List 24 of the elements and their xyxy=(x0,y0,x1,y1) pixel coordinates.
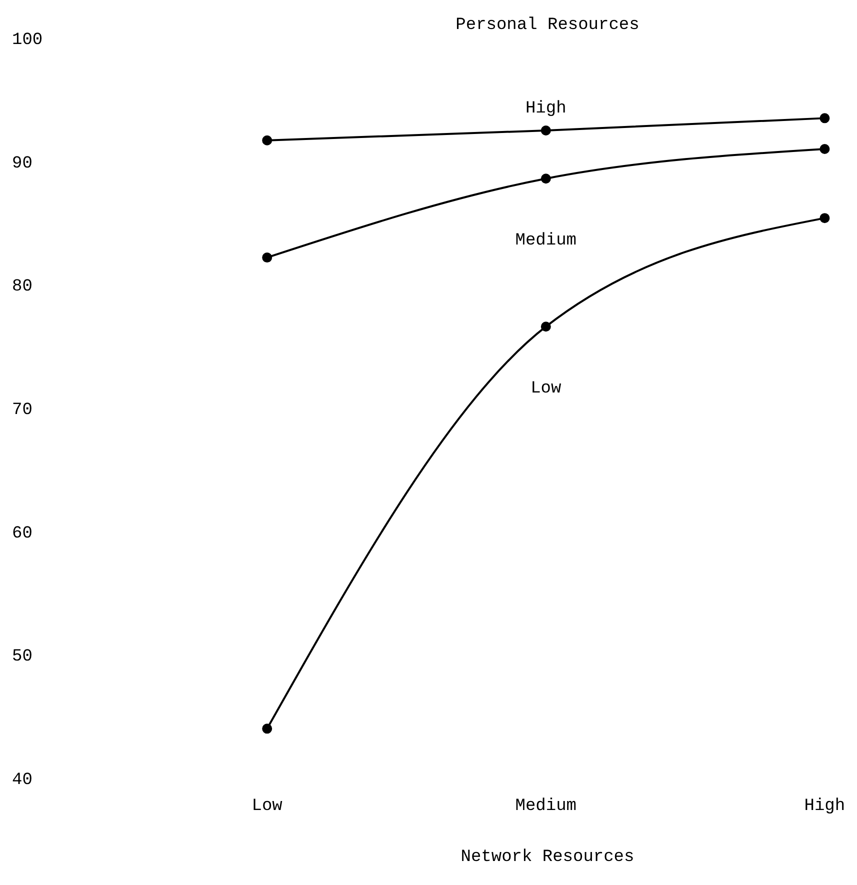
point xyxy=(262,252,272,263)
point xyxy=(540,322,551,332)
point xyxy=(820,213,830,224)
y-tick-label: 90 xyxy=(12,154,32,174)
point xyxy=(540,126,551,136)
y-tick-label: 100 xyxy=(12,31,43,50)
y-tick-label: 80 xyxy=(12,278,32,297)
legend-title: Personal Resources xyxy=(456,16,640,35)
text: Medium xyxy=(515,232,577,251)
point xyxy=(262,724,272,734)
series-label: Low xyxy=(530,380,562,399)
x-tick-label: High xyxy=(804,797,846,816)
y-tick-label: 60 xyxy=(12,524,32,544)
y-tick-label: 70 xyxy=(12,401,32,420)
y-tick-label: 40 xyxy=(12,771,32,790)
series-label: High xyxy=(525,100,566,118)
y-tick-label: 50 xyxy=(12,648,32,667)
point xyxy=(540,174,551,184)
point xyxy=(820,113,830,124)
point xyxy=(262,135,272,146)
x-tick-label: Low xyxy=(252,797,284,816)
point xyxy=(820,144,830,154)
x-axis-title: Network Resources xyxy=(460,848,634,867)
x-tick-label: Medium xyxy=(515,797,577,816)
